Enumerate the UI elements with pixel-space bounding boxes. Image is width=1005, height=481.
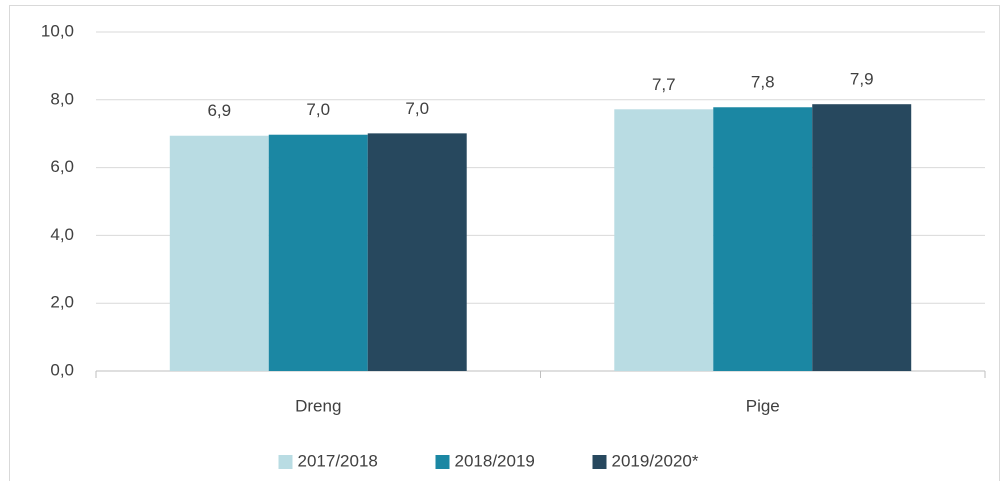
legend-swatch (592, 455, 607, 469)
value-label: 7,9 (850, 70, 874, 89)
value-label: 7,7 (652, 75, 676, 94)
y-tick-label: 2,0 (50, 293, 74, 312)
bar (713, 107, 813, 372)
y-tick-label: 4,0 (50, 225, 74, 244)
x-tick-label: Dreng (295, 396, 341, 415)
legend-swatch (278, 455, 293, 469)
bar (367, 133, 467, 371)
y-tick-label: 10,0 (41, 21, 74, 40)
bar (812, 104, 912, 371)
y-tick-label: 0,0 (50, 360, 74, 379)
x-tick-label: Pige (746, 396, 780, 415)
value-label: 6,9 (207, 101, 231, 120)
value-label: 7,0 (306, 100, 330, 119)
value-label: 7,8 (751, 73, 775, 92)
bar (268, 134, 368, 371)
y-tick-label: 6,0 (50, 157, 74, 176)
bar (614, 109, 714, 372)
chart-frame (9, 5, 1000, 481)
legend-swatch (435, 455, 450, 469)
value-label: 7,0 (405, 99, 429, 118)
y-tick-label: 8,0 (50, 89, 74, 108)
legend-label: 2017/2018 (298, 451, 378, 470)
legend-label: 2018/2019 (455, 451, 535, 470)
legend-label: 2019/2020* (612, 451, 699, 470)
bar (169, 135, 269, 371)
